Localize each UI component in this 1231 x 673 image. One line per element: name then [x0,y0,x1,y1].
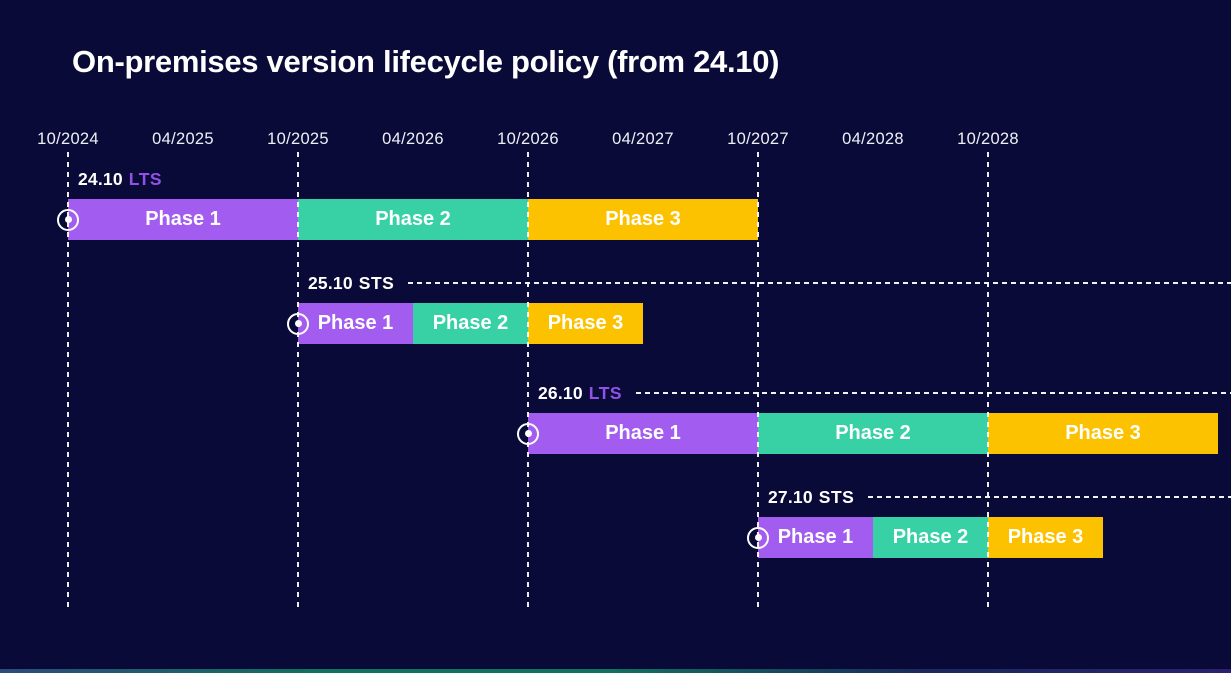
release-marker-icon [57,208,79,231]
phase-bar-label: Phase 1 [605,422,681,444]
release-marker-icon [747,526,769,549]
phase-bar-label: Phase 3 [1065,422,1141,444]
axis-tick-label: 10/2028 [957,130,1019,148]
version-label: 27.10 [768,486,813,507]
phase-bar-label: Phase 2 [892,526,969,548]
phase-bar: Phase 3 [528,199,758,240]
phase-bar: Phase 2 [413,303,528,344]
axis-tick-label: 04/2028 [842,130,904,148]
timeline-gridline [67,152,69,612]
release-marker-dot [524,430,532,437]
version-label: 26.10 [538,382,583,403]
bottom-accent-bar [0,669,1231,673]
channel-badge: STS [358,272,395,293]
leader-line [408,282,1231,284]
timeline-gridline [757,152,759,612]
phase-bar: Phase 1 [68,199,298,240]
phase-bar: Phase 2 [873,517,988,558]
phase-bar-label: Phase 1 [777,526,854,548]
version-label: 25.10 [308,272,353,293]
axis-tick-label: 04/2027 [612,130,674,148]
version-label: 24.10 [78,168,123,189]
release-row-header: 25.10 STS [308,272,1231,294]
phase-bar-label: Phase 1 [317,312,394,334]
release-marker-dot [754,534,762,541]
release-marker-icon [517,422,539,445]
channel-badge: STS [818,486,855,507]
phase-bar: Phase 1 [758,517,873,558]
leader-line [868,496,1231,498]
axis-tick-label: 10/2025 [267,130,329,148]
phase-bar-label: Phase 3 [605,208,681,230]
axis-tick-label: 10/2024 [37,130,99,148]
phase-bar-label: Phase 3 [1007,526,1084,548]
leader-line [636,392,1231,394]
phase-bar-label: Phase 2 [375,208,451,230]
release-marker-dot [64,216,72,223]
release-row-header: 26.10 LTS [538,382,1231,404]
axis-tick-label: 04/2025 [152,130,214,148]
page-title: On-premises version lifecycle policy (fr… [72,44,780,79]
phase-bar-label: Phase 2 [432,312,509,334]
phase-bar-label: Phase 3 [547,312,624,334]
axis-tick-label: 04/2026 [382,130,444,148]
release-marker-icon [287,312,309,335]
release-marker-dot [294,320,302,327]
phase-bar: Phase 2 [298,199,528,240]
phase-bar: Phase 3 [988,517,1103,558]
phase-bar: Phase 1 [298,303,413,344]
phase-bar: Phase 1 [528,413,758,454]
phase-bar-label: Phase 1 [145,208,221,230]
timeline-gridline [527,152,529,612]
release-row-header: 27.10 STS [768,486,1231,508]
phase-bar: Phase 2 [758,413,988,454]
channel-badge: LTS [128,168,163,189]
release-row-header: 24.10 LTS [78,168,1231,190]
axis-tick-label: 10/2027 [727,130,789,148]
phase-bar-label: Phase 2 [835,422,911,444]
phase-bar: Phase 3 [528,303,643,344]
axis-tick-label: 10/2026 [497,130,559,148]
channel-badge: LTS [588,382,623,403]
timeline-gridline [987,152,989,612]
phase-bar: Phase 3 [988,413,1218,454]
timeline-gridline [297,152,299,612]
